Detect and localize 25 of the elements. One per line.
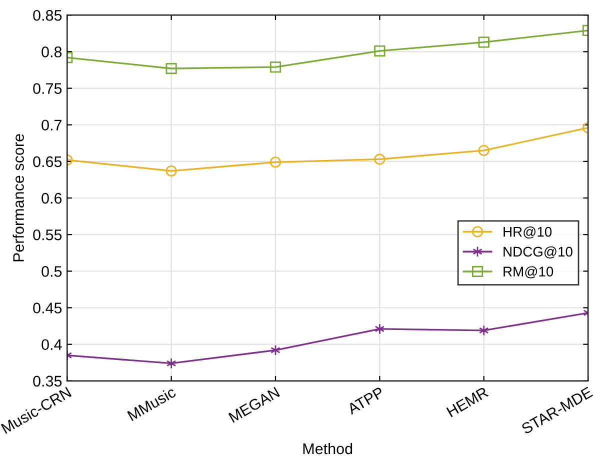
legend-label: NDCG@10 [504, 246, 572, 258]
y-axis-title: Performance score [12, 134, 24, 262]
y-tick-label: 0.5 [42, 266, 62, 277]
y-tick-label: 0.4 [42, 339, 62, 350]
y-tick-label: 0.8 [42, 46, 62, 58]
point [478, 36, 490, 48]
y-tick-label: 0.35 [33, 376, 62, 387]
y-tick-label: 0.45 [33, 302, 62, 314]
y-tick-label: 0.55 [33, 229, 62, 240]
y-tick-label: 0.7 [42, 120, 62, 131]
point [270, 344, 280, 356]
y-tick-label: 0.6 [42, 192, 62, 204]
point [270, 156, 282, 168]
point [270, 61, 282, 73]
y-tick-label: 0.75 [33, 83, 62, 94]
legend-label: RM@10 [504, 266, 554, 278]
point [374, 45, 386, 57]
y-tick-label: 0.65 [33, 156, 62, 168]
legend-label: HR@10 [504, 226, 552, 238]
point [478, 144, 490, 156]
point [478, 324, 489, 336]
y-tick-label: 0.85 [33, 10, 62, 21]
x-axis-title: Method [303, 442, 352, 454]
point [374, 323, 385, 335]
point [374, 154, 386, 165]
